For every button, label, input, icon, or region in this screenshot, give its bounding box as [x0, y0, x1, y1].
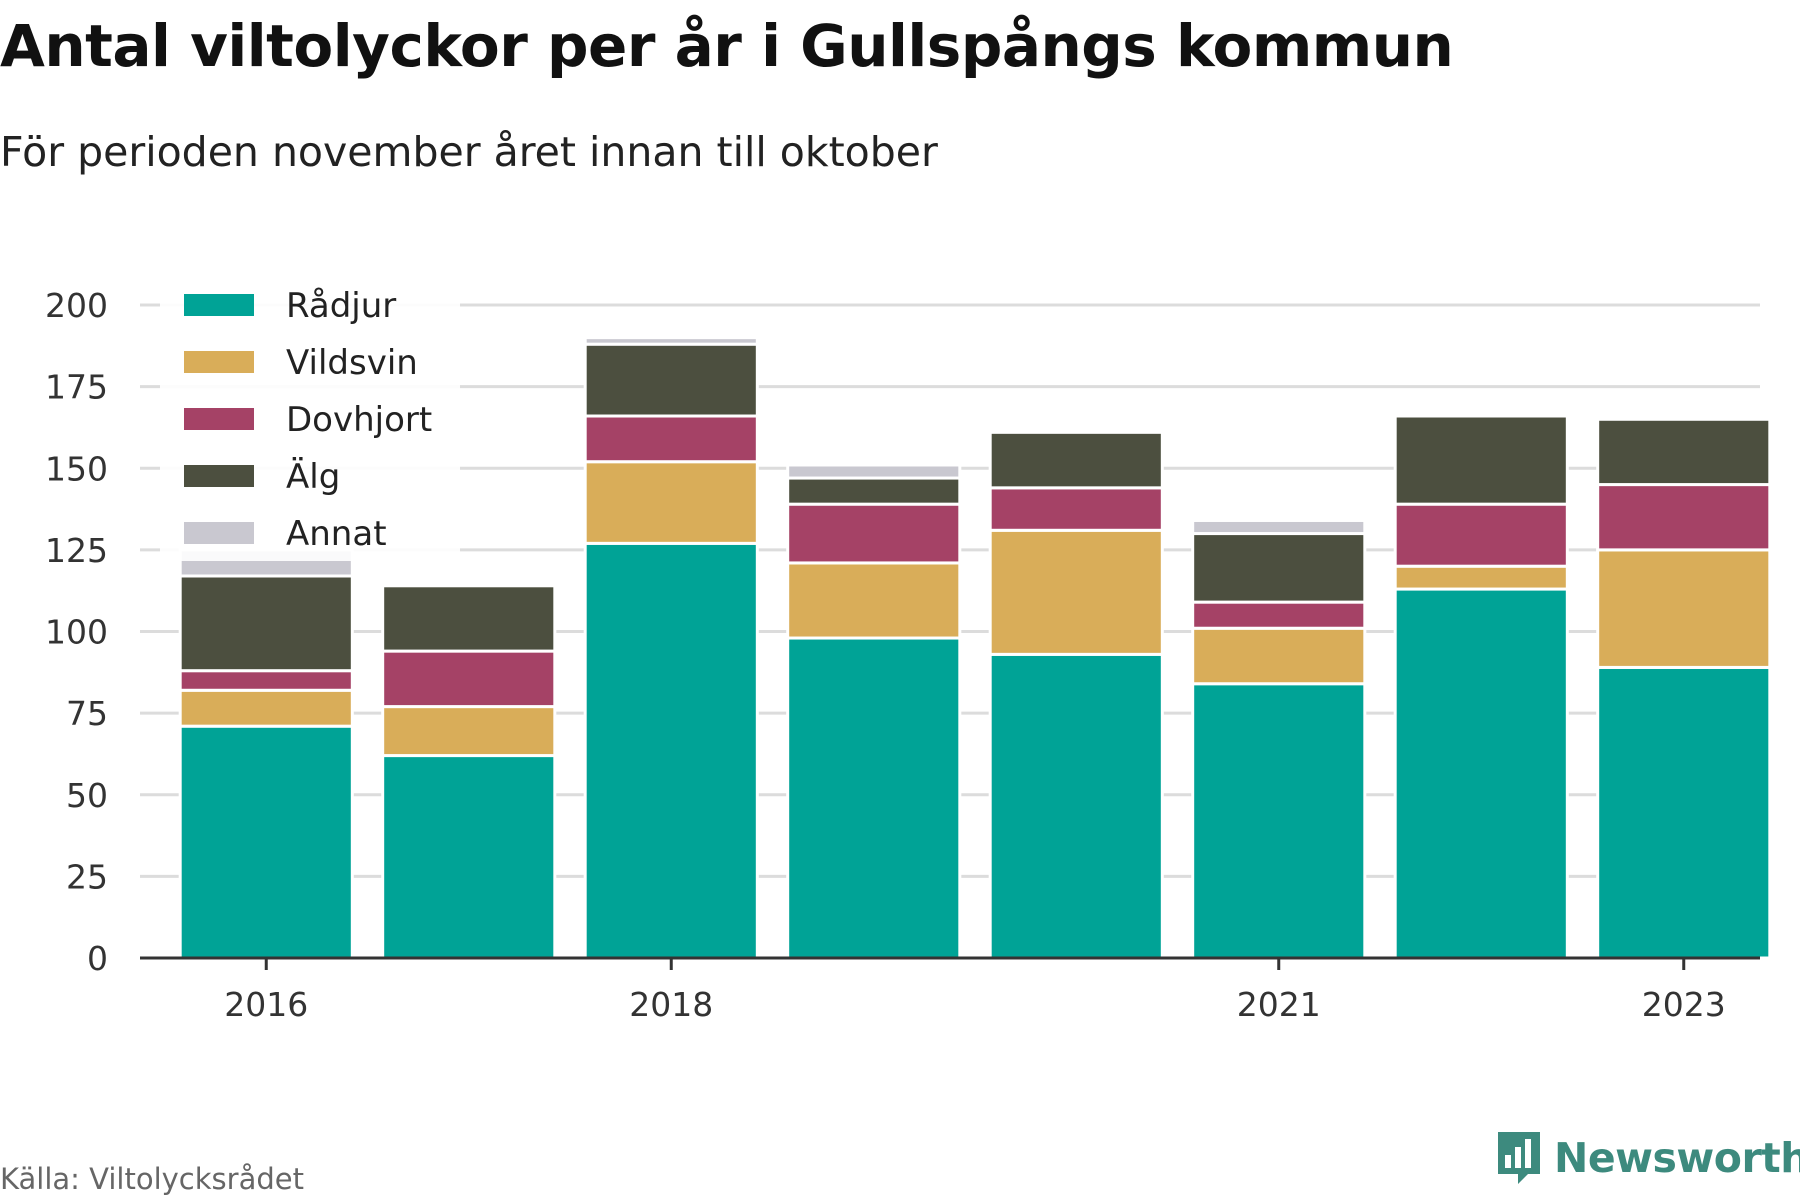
bar-segment-rådjur-2020: [988, 652, 1164, 960]
bar-segment-vildsvin-2023: [1596, 548, 1772, 669]
x-tick-label: 2023: [1642, 985, 1726, 1024]
y-tick-label: 175: [45, 368, 108, 407]
x-tick-label: 2021: [1237, 985, 1321, 1024]
bar-segment-älg-2018: [583, 342, 759, 418]
bar-segment-vildsvin-2017: [381, 705, 557, 758]
bar-segment-annat-2019: [786, 463, 962, 480]
y-tick-label: 125: [45, 531, 108, 570]
bar-segment-rådjur-2023: [1596, 665, 1772, 960]
brand-logo: Newsworthy: [1494, 1128, 1800, 1188]
legend-label: Annat: [286, 514, 387, 554]
legend-swatch-annat: [184, 522, 254, 544]
bar-segment-dovhjort-2017: [381, 649, 557, 709]
legend-swatch-vildsvin: [184, 351, 254, 373]
bar-segment-älg-2019: [786, 476, 962, 506]
bar-segment-älg-2017: [381, 584, 557, 653]
legend-label: Rådjur: [286, 286, 396, 326]
bar-segment-rådjur-2019: [786, 636, 962, 960]
legend-swatch-rådjur: [184, 294, 254, 316]
x-axis-tick-labels: 2016 2018 2021 2023: [224, 985, 1725, 1024]
bar-segment-rådjur-2022: [1393, 587, 1569, 960]
bar-segment-dovhjort-2021: [1191, 600, 1367, 630]
y-tick-label: 100: [45, 613, 108, 652]
bar-segment-dovhjort-2019: [786, 502, 962, 565]
y-tick-label: 50: [66, 776, 108, 815]
x-tick-label: 2016: [224, 985, 308, 1024]
y-tick-label: 25: [66, 857, 108, 896]
source-note: Källa: Viltolycksrådet: [0, 1162, 304, 1196]
chart-subtitle: För perioden november året innan till ok…: [0, 128, 938, 176]
bar-segment-älg-2022: [1393, 414, 1569, 506]
bar-segment-vildsvin-2022: [1393, 564, 1569, 591]
bar-segment-dovhjort-2020: [988, 486, 1164, 532]
bar-segment-dovhjort-2022: [1393, 502, 1569, 568]
bar-segment-vildsvin-2016: [178, 688, 354, 728]
chart-title: Antal viltolyckor per år i Gullspångs ko…: [0, 12, 1454, 80]
y-tick-label: 200: [45, 286, 108, 325]
x-tick-label: 2018: [629, 985, 713, 1024]
legend-label: Vildsvin: [286, 343, 418, 383]
bar-segment-dovhjort-2016: [178, 669, 354, 692]
bar-segment-annat-2021: [1191, 518, 1367, 536]
bar-segment-rådjur-2017: [381, 754, 557, 960]
bar-segment-annat-2018: [583, 336, 759, 346]
y-tick-label: 75: [66, 694, 108, 733]
x-axis: [140, 956, 1760, 970]
legend-swatch-älg: [184, 465, 254, 487]
bars: [178, 336, 1772, 960]
y-axis-tick-labels: 0 25 50 75 100 125 150 175 200: [45, 286, 108, 978]
bar-segment-vildsvin-2020: [988, 528, 1164, 656]
bar-segment-dovhjort-2018: [583, 414, 759, 464]
legend-label: Älg: [286, 457, 340, 497]
y-tick-label: 150: [45, 449, 108, 488]
bar-segment-rådjur-2016: [178, 724, 354, 960]
bar-segment-dovhjort-2023: [1596, 483, 1772, 552]
y-tick-label: 0: [87, 939, 108, 978]
legend: Rådjur Vildsvin Dovhjort Älg Annat: [160, 276, 460, 561]
bar-segment-vildsvin-2018: [583, 460, 759, 545]
bar-segment-älg-2021: [1191, 532, 1367, 604]
legend-label: Dovhjort: [286, 400, 432, 440]
bar-segment-älg-2020: [988, 430, 1164, 490]
bar-segment-älg-2023: [1596, 417, 1772, 487]
bar-segment-älg-2016: [178, 574, 354, 673]
newsworthy-logo-icon: [1498, 1132, 1540, 1184]
bar-segment-vildsvin-2019: [786, 561, 962, 640]
bar-segment-rådjur-2018: [583, 541, 759, 960]
bar-segment-vildsvin-2021: [1191, 626, 1367, 686]
brand-name: Newsworthy: [1554, 1134, 1800, 1182]
legend-swatch-dovhjort: [184, 408, 254, 430]
bar-segment-rådjur-2021: [1191, 682, 1367, 960]
